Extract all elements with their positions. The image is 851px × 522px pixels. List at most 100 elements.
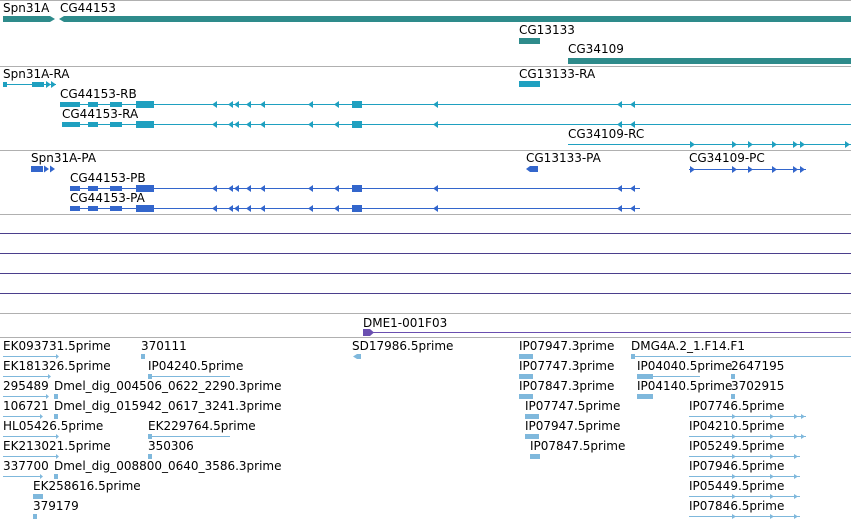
est-label: 350306 xyxy=(148,439,194,453)
est-track: EK093731.5prime 370111 SD17986.5prime IP… xyxy=(3,339,851,519)
gene-label-cg34109: CG34109 xyxy=(568,42,624,56)
est-label: IP04210.5prime xyxy=(689,419,784,433)
est-106721[interactable]: 106721 xyxy=(3,399,49,419)
misc-label-dme1-001f03: DME1-001F03 xyxy=(363,316,447,330)
transcript-label-cg34109-rc: CG34109-RC xyxy=(568,127,644,141)
gene-feature-cg13133[interactable]: CG13133 xyxy=(519,23,575,44)
est-ip04140-5prime[interactable]: IP04140.5prime xyxy=(637,379,732,399)
gene-feature-spn31a[interactable]: Spn31A xyxy=(3,1,55,22)
track-dividers xyxy=(0,0,851,338)
transcript-spn31a-ra[interactable]: Spn31A-RA xyxy=(3,67,70,88)
est-ek258616-5prime[interactable]: EK258616.5prime xyxy=(33,479,141,499)
est-ip07746-5prime[interactable]: IP07746.5prime xyxy=(689,399,806,419)
est-label: IP07847.5prime xyxy=(530,439,625,453)
est-ek213021-5prime[interactable]: EK213021.5prime xyxy=(3,439,111,459)
est-label: IP07947.5prime xyxy=(525,419,620,433)
est-label: IP07747.3prime xyxy=(519,359,614,373)
est-label: DMG4A.2_1.F14.F1 xyxy=(631,339,745,353)
gene-track: Spn31A CG44153 CG13133 CG34109 xyxy=(3,1,851,64)
est-dmel-dig-015942[interactable]: Dmel_dig_015942_0617_3241.3prime xyxy=(54,399,282,419)
est-sd17986-5prime[interactable]: SD17986.5prime xyxy=(352,339,453,359)
est-ek229764-5prime[interactable]: EK229764.5prime xyxy=(148,419,256,439)
est-ek093731-5prime[interactable]: EK093731.5prime xyxy=(3,339,111,359)
protein-label-cg34109-pc: CG34109-PC xyxy=(689,151,765,165)
protein-cg44153-pb[interactable]: CG44153-PB xyxy=(70,171,640,192)
gene-feature-cg34109[interactable]: CG34109 xyxy=(568,42,851,64)
protein-label-spn31a-pa: Spn31A-PA xyxy=(31,151,97,165)
est-ip07947-3prime[interactable]: IP07947.3prime xyxy=(519,339,614,359)
protein-track: Spn31A-PA CG44153-PB xyxy=(31,151,806,212)
est-label: Dmel_dig_008800_0640_3586.3prime xyxy=(54,459,282,473)
est-ip04040-5prime[interactable]: IP04040.5prime xyxy=(637,359,732,379)
est-label: EK258616.5prime xyxy=(33,479,141,493)
est-3702915[interactable]: 3702915 xyxy=(731,379,784,399)
est-350306[interactable]: 350306 xyxy=(148,439,194,459)
transcript-track: Spn31A-RA CG44153-RB xyxy=(3,67,851,148)
protein-label-cg13133-pa: CG13133-PA xyxy=(526,151,602,165)
est-hl05426-5prime[interactable]: HL05426.5prime xyxy=(3,419,103,439)
transcript-label-cg44153-ra: CG44153-RA xyxy=(62,107,139,121)
est-dmg4a-2-1-f14-f1[interactable]: DMG4A.2_1.F14.F1 xyxy=(631,339,851,359)
est-label: IP07747.5prime xyxy=(525,399,620,413)
est-2647195[interactable]: 2647195 xyxy=(731,359,784,379)
protein-label-cg44153-pb: CG44153-PB xyxy=(70,171,146,185)
transcript-label-cg44153-rb: CG44153-RB xyxy=(60,87,137,101)
est-dmel-dig-004506[interactable]: Dmel_dig_004506_0622_2290.3prime xyxy=(54,379,282,399)
misc-feature-dme1-001f03[interactable]: DME1-001F03 xyxy=(363,316,851,336)
est-ip07847-5prime[interactable]: IP07847.5prime xyxy=(530,439,625,459)
est-ip05449-5prime[interactable]: IP05449.5prime xyxy=(689,479,800,499)
est-label: 337700 xyxy=(3,459,49,473)
transcript-cg44153-ra[interactable]: CG44153-RA xyxy=(62,107,851,128)
est-ip07747-5prime[interactable]: IP07747.5prime xyxy=(525,399,620,419)
gene-feature-cg44153[interactable]: CG44153 xyxy=(59,1,851,22)
est-label: IP07746.5prime xyxy=(689,399,784,413)
est-label: EK229764.5prime xyxy=(148,419,256,433)
est-370111[interactable]: 370111 xyxy=(141,339,187,359)
transcript-cg13133-ra[interactable]: CG13133-RA xyxy=(519,67,596,87)
est-ip07846-5prime[interactable]: IP07846.5prime xyxy=(689,499,800,519)
est-dmel-dig-008800[interactable]: Dmel_dig_008800_0640_3586.3prime xyxy=(54,459,282,479)
est-label: 3702915 xyxy=(731,379,784,393)
est-label: Dmel_dig_015942_0617_3241.3prime xyxy=(54,399,282,413)
gene-label-cg13133: CG13133 xyxy=(519,23,575,37)
transcript-cg34109-rc[interactable]: CG34109-RC xyxy=(568,127,851,148)
gene-label-cg44153: CG44153 xyxy=(60,1,116,15)
est-ip07946-5prime[interactable]: IP07946.5prime xyxy=(689,459,800,479)
est-label: SD17986.5prime xyxy=(352,339,453,353)
misc-track: DME1-001F03 xyxy=(363,316,851,336)
est-label: Dmel_dig_004506_0622_2290.3prime xyxy=(54,379,282,393)
protein-cg13133-pa[interactable]: CG13133-PA xyxy=(526,151,602,172)
est-ek181326-5prime[interactable]: EK181326.5prime xyxy=(3,359,111,379)
empty-tracks xyxy=(0,233,851,294)
est-label: 106721 xyxy=(3,399,49,413)
est-label: EK181326.5prime xyxy=(3,359,111,373)
est-label: 379179 xyxy=(33,499,79,513)
est-label: IP07947.3prime xyxy=(519,339,614,353)
est-379179[interactable]: 379179 xyxy=(33,499,79,519)
est-ip07947-5prime[interactable]: IP07947.5prime xyxy=(525,419,620,439)
transcript-cg44153-rb[interactable]: CG44153-RB xyxy=(60,87,851,108)
est-label: IP04040.5prime xyxy=(637,359,732,373)
gene-label-spn31a: Spn31A xyxy=(3,1,50,15)
est-337700[interactable]: 337700 xyxy=(3,459,49,479)
est-ip04210-5prime[interactable]: IP04210.5prime xyxy=(689,419,806,439)
est-label: IP04140.5prime xyxy=(637,379,732,393)
est-ip07847-3prime[interactable]: IP07847.3prime xyxy=(519,379,614,399)
est-label: 295489 xyxy=(3,379,49,393)
est-label: IP07847.3prime xyxy=(519,379,614,393)
est-label: HL05426.5prime xyxy=(3,419,103,433)
est-label: EK213021.5prime xyxy=(3,439,111,453)
est-label: EK093731.5prime xyxy=(3,339,111,353)
protein-cg34109-pc[interactable]: CG34109-PC xyxy=(689,151,806,173)
est-295489[interactable]: 295489 xyxy=(3,379,49,399)
est-label: 2647195 xyxy=(731,359,784,373)
est-label: IP07946.5prime xyxy=(689,459,784,473)
est-ip04240-5prime[interactable]: IP04240.5prime xyxy=(148,359,243,379)
est-ip05249-5prime[interactable]: IP05249.5prime xyxy=(689,439,800,459)
protein-cg44153-pa[interactable]: CG44153-PA xyxy=(70,191,640,212)
est-label: IP04240.5prime xyxy=(148,359,243,373)
est-label: IP07846.5prime xyxy=(689,499,784,513)
est-ip07747-3prime[interactable]: IP07747.3prime xyxy=(519,359,614,379)
protein-spn31a-pa[interactable]: Spn31A-PA xyxy=(31,151,97,173)
